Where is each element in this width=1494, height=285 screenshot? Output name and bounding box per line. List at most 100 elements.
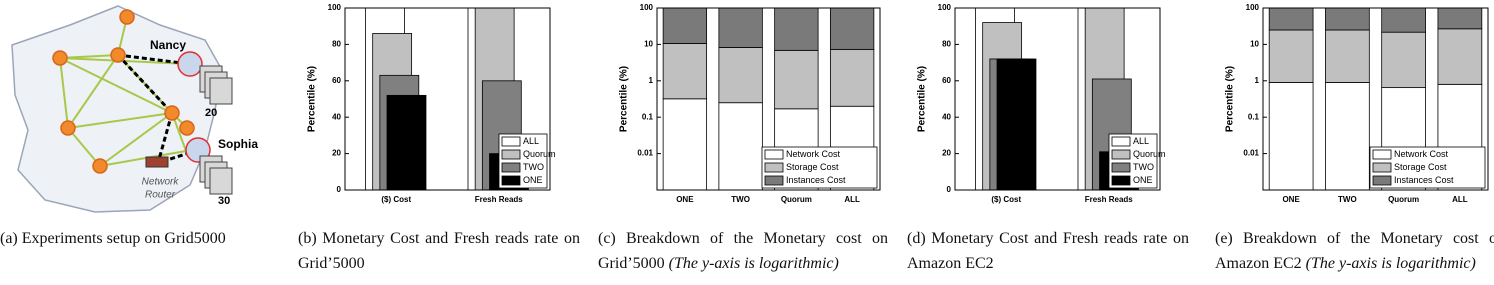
- y-tick-label: 0.1: [642, 112, 654, 121]
- bar-segment: [1268, 7, 1314, 31]
- legend-swatch: [1111, 149, 1131, 160]
- x-tick-label: ALL: [1452, 195, 1468, 204]
- plot-frame: [344, 7, 551, 191]
- caption-note: (The y-axis is logarithmic): [1305, 255, 1476, 272]
- bar-segment: [1381, 31, 1426, 89]
- legend-swatch: [1372, 175, 1392, 186]
- chart: 0.01 0.1 1 10 100 ONE TWO Quorum ALL Percentile (…: [619, 3, 881, 204]
- bar-segment: [774, 7, 819, 51]
- legend-label: ALL: [1133, 136, 1149, 146]
- y-tick-label: 80: [332, 40, 341, 49]
- legend-label: Quorum: [523, 149, 556, 159]
- y-tick-label: 20: [332, 149, 341, 158]
- y-tick-label: 60: [942, 76, 951, 85]
- legend-label: Storage Cost: [1394, 162, 1447, 172]
- y-tick-label: 100: [640, 3, 654, 12]
- y-tick-label: 100: [1246, 3, 1260, 12]
- legend-label: Instances Cost: [786, 175, 846, 185]
- y-tick-label: 0.01: [1243, 149, 1259, 158]
- caption: (a) Experiments setup on Grid5000: [0, 230, 226, 247]
- y-axis-label: Percentile (%): [619, 66, 630, 132]
- y-tick-label: 0.1: [1248, 112, 1260, 121]
- legend-label: ALL: [523, 136, 539, 146]
- y-tick-label: 10: [1250, 40, 1259, 49]
- legend-swatch: [764, 149, 784, 160]
- legend-swatch: [764, 162, 784, 173]
- chart: 0.01 0.1 1 10 100 ONE TWO Quorum ALL Percentile (…: [1225, 3, 1489, 204]
- x-tick-label: ONE: [676, 195, 694, 204]
- x-tick-label: Fresh Reads: [1085, 195, 1134, 204]
- bar-segment: [774, 49, 819, 110]
- x-tick-label: ($) Cost: [991, 195, 1021, 204]
- legend-swatch: [1111, 162, 1131, 173]
- legend-label: TWO: [1133, 162, 1154, 172]
- bar-segment: [718, 47, 763, 104]
- legend-label: Network Cost: [1394, 149, 1449, 159]
- router-label: Network: [142, 177, 180, 188]
- y-tick-label: 1: [649, 76, 654, 85]
- plot-frame: [656, 7, 881, 191]
- y-tick-label: 60: [332, 76, 341, 85]
- y-tick-label: 1: [1255, 76, 1260, 85]
- router-label: Router: [145, 190, 176, 201]
- y-axis-label: Percentile (%): [307, 66, 318, 132]
- y-tick-label: 0: [947, 185, 952, 194]
- bar-segment: [1325, 29, 1370, 83]
- legend-label: ONE: [1133, 175, 1153, 185]
- plot-frame: [1262, 7, 1489, 191]
- bar-segment: [1437, 28, 1483, 85]
- bar-segment: [1325, 7, 1370, 31]
- caption: (d) Monetary Cost and Fresh reads rate o…: [907, 230, 1189, 272]
- x-tick-label: ($) Cost: [381, 195, 411, 204]
- bar-segment: [1381, 7, 1426, 33]
- legend-label: Network Cost: [786, 149, 841, 159]
- legend-swatch: [1111, 175, 1131, 186]
- plot-frame: [954, 7, 1161, 191]
- y-tick-label: 0.01: [637, 149, 653, 158]
- legend-swatch: [1372, 149, 1392, 160]
- y-tick-label: 40: [942, 112, 951, 121]
- legend-swatch: [501, 162, 521, 173]
- bar-segment: [718, 102, 763, 191]
- map-outline: [11, 5, 223, 213]
- chart: 0 20 40 60 80 100 ($) Cost Fresh Reads Percentil…: [307, 3, 556, 204]
- caption: (b) Monetary Cost and Fresh reads rate o…: [298, 230, 580, 272]
- bar-segment: [1437, 7, 1483, 30]
- y-tick-label: 40: [332, 112, 341, 121]
- y-axis-label: Percentile (%): [917, 66, 928, 132]
- y-tick-label: 20: [942, 149, 951, 158]
- bar-segment: [662, 43, 708, 100]
- y-tick-label: 0: [337, 185, 342, 194]
- legend-label: TWO: [523, 162, 544, 172]
- caption: (e) Breakdown of the Monetary cost on Am…: [1215, 226, 1494, 276]
- bar-segment: [829, 48, 875, 107]
- y-axis-label: Percentile (%): [1225, 66, 1236, 132]
- x-tick-label: TWO: [1338, 195, 1357, 204]
- legend-swatch: [1111, 136, 1131, 147]
- site-node: [177, 51, 203, 77]
- bar-segment: [1268, 82, 1314, 191]
- chart: 0 20 40 60 80 100 ($) Cost Fresh Reads Percentil…: [917, 3, 1166, 204]
- bar-segment: [1268, 29, 1314, 83]
- y-tick-label: 10: [644, 40, 653, 49]
- legend-swatch: [501, 175, 521, 186]
- x-tick-label: Fresh Reads: [475, 195, 524, 204]
- legend-swatch: [501, 149, 521, 160]
- x-tick-label: ONE: [1282, 195, 1300, 204]
- nodes: [52, 9, 195, 174]
- x-tick-label: Quorum: [1388, 195, 1419, 204]
- bar: [386, 94, 427, 191]
- bar-segment: [662, 98, 708, 191]
- bar-segment: [829, 7, 875, 50]
- servers: [199, 65, 233, 195]
- caption-text: (e) Breakdown of the Monetary cost on Am…: [1215, 230, 1494, 272]
- legend-label: Storage Cost: [786, 162, 839, 172]
- legend-label: Quorum: [1133, 149, 1166, 159]
- legend-swatch: [501, 136, 521, 147]
- site-label: Nancy: [150, 38, 186, 52]
- x-tick-label: Quorum: [781, 195, 812, 204]
- bar-segment: [662, 7, 708, 44]
- x-tick-label: TWO: [731, 195, 750, 204]
